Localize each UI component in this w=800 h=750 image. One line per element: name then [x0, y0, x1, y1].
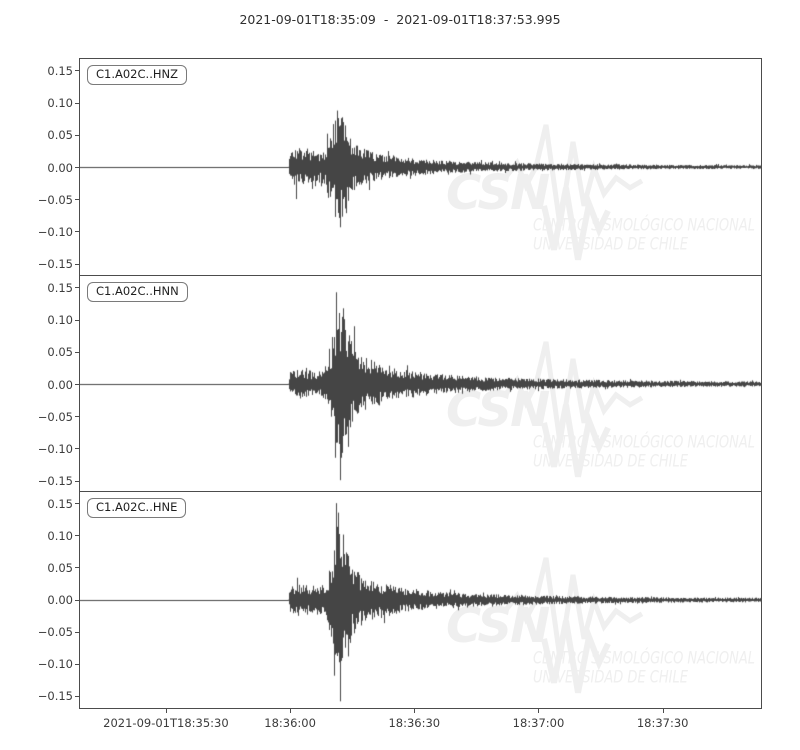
y-tick-label: −0.05: [37, 409, 73, 424]
x-tick-mark: [538, 709, 540, 713]
x-tick-label: 18:37:00: [512, 716, 565, 730]
y-tick-mark: [75, 631, 79, 633]
y-tick-mark: [75, 199, 79, 201]
y-tick-label: 0.05: [47, 560, 73, 575]
y-tick-label: −0.05: [37, 192, 73, 207]
x-tick-mark: [662, 709, 664, 713]
y-tick-label: −0.10: [37, 441, 73, 456]
y-tick-mark: [75, 287, 79, 289]
y-tick-label: −0.10: [37, 224, 73, 239]
y-tick-label: 0.10: [47, 96, 73, 111]
y-tick-label: −0.15: [37, 474, 73, 489]
y-tick-mark: [75, 319, 79, 321]
x-tick-mark: [290, 709, 292, 713]
x-tick-label: 18:36:00: [264, 716, 316, 730]
y-tick-mark: [75, 167, 79, 168]
figure-title: 2021-09-01T18:35:09 - 2021-09-01T18:37:5…: [239, 12, 561, 27]
y-tick-label: 0.00: [47, 160, 73, 175]
y-tick-label: 0.15: [47, 496, 73, 511]
y-tick-mark: [75, 535, 79, 537]
y-tick-mark: [75, 102, 79, 104]
y-tick-mark: [75, 263, 79, 265]
y-tick-mark: [75, 70, 79, 72]
trace-panel-hnz: CSN CENTRO SISMOLÓGICO NACIONAL UNIVERSI…: [80, 59, 761, 276]
y-tick-label: 0.15: [47, 63, 73, 78]
waveform-canvas-hnn: [80, 275, 761, 492]
y-tick-mark: [75, 695, 79, 697]
trace-panel-hnn: CSN CENTRO SISMOLÓGICO NACIONAL UNIVERSI…: [80, 275, 761, 493]
x-tick-mark: [165, 709, 167, 713]
y-tick-mark: [75, 231, 79, 233]
y-tick-label: 0.15: [47, 280, 73, 295]
y-tick-mark: [75, 384, 79, 385]
y-tick-label: 0.05: [47, 128, 73, 143]
y-tick-label: 0.05: [47, 345, 73, 360]
y-tick-label: −0.05: [37, 625, 73, 640]
y-tick-mark: [75, 351, 79, 353]
y-tick-label: −0.15: [37, 257, 73, 272]
trace-panel-hne: CSN CENTRO SISMOLÓGICO NACIONAL UNIVERSI…: [80, 492, 761, 709]
y-tick-label: 0.00: [47, 377, 73, 392]
y-tick-mark: [75, 599, 79, 601]
station-label-hnn: C1.A02C..HNN: [87, 281, 188, 302]
y-tick-mark: [75, 503, 79, 505]
y-tick-mark: [75, 416, 79, 418]
station-label-hnz: C1.A02C..HNZ: [87, 65, 187, 85]
y-tick-mark: [75, 480, 79, 482]
y-tick-label: 0.00: [47, 593, 73, 607]
y-tick-label: −0.15: [37, 689, 73, 704]
y-tick-mark: [75, 663, 79, 665]
trace-panels: CSN CENTRO SISMOLÓGICO NACIONAL UNIVERSI…: [79, 58, 762, 709]
y-tick-label: −0.10: [37, 657, 73, 672]
y-tick-mark: [75, 567, 79, 569]
station-label-hne: C1.A02C..HNE: [87, 498, 187, 519]
x-tick-label: 18:36:30: [388, 716, 441, 730]
y-tick-mark: [75, 448, 79, 450]
y-tick-mark: [75, 134, 79, 136]
x-tick-label: 18:37:30: [636, 716, 689, 730]
waveform-canvas-hnz: [80, 59, 761, 275]
y-tick-label: 0.10: [47, 528, 73, 543]
waveform-canvas-hne: [80, 492, 761, 709]
x-tick-label: 2021-09-01T18:35:30: [103, 716, 229, 730]
x-tick-mark: [414, 709, 416, 713]
y-tick-label: 0.10: [47, 313, 73, 328]
